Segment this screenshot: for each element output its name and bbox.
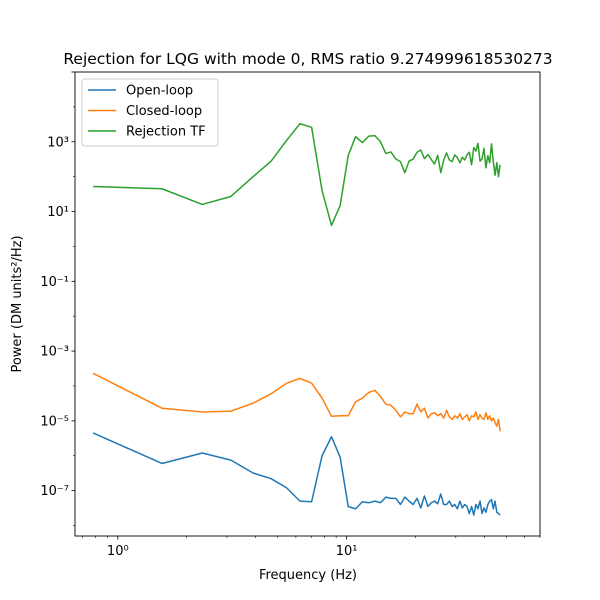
y-axis-label: Power (DM units²/Hz)	[10, 235, 25, 372]
legend-label: Rejection TF	[126, 125, 206, 140]
series-line-closed-loop	[92, 372, 501, 432]
plot-area	[92, 122, 501, 516]
y-tick-label: 10⁻⁵	[40, 414, 69, 429]
y-ticks: 10⁻⁷ 10⁻⁵ 10⁻³ 10⁻¹ 10¹ 10³	[40, 71, 75, 526]
y-tick-label: 10⁻³	[40, 345, 69, 360]
legend-label: Open-loop	[126, 84, 193, 99]
legend-label: Closed-loop	[126, 104, 202, 119]
y-tick-label: 10¹	[47, 205, 69, 220]
axes-frame	[74, 71, 541, 537]
legend-box	[81, 78, 219, 147]
x-axis-label: Frequency (Hz)	[259, 568, 357, 583]
x-ticks: 10⁰ 10¹	[82, 536, 541, 559]
x-tick-label: 10¹	[336, 544, 358, 559]
series-line-rejection-tf	[93, 122, 501, 227]
series-line-open-loop	[92, 432, 501, 516]
legend: Open-loop Closed-loop Rejection TF	[81, 78, 219, 147]
chart-title: Rejection for LQG with mode 0, RMS ratio…	[63, 50, 552, 68]
x-tick-label: 10⁰	[107, 544, 129, 559]
y-tick-label: 10⁻⁷	[40, 484, 69, 499]
y-tick-label: 10³	[47, 135, 69, 150]
y-tick-label: 10⁻¹	[40, 275, 69, 290]
